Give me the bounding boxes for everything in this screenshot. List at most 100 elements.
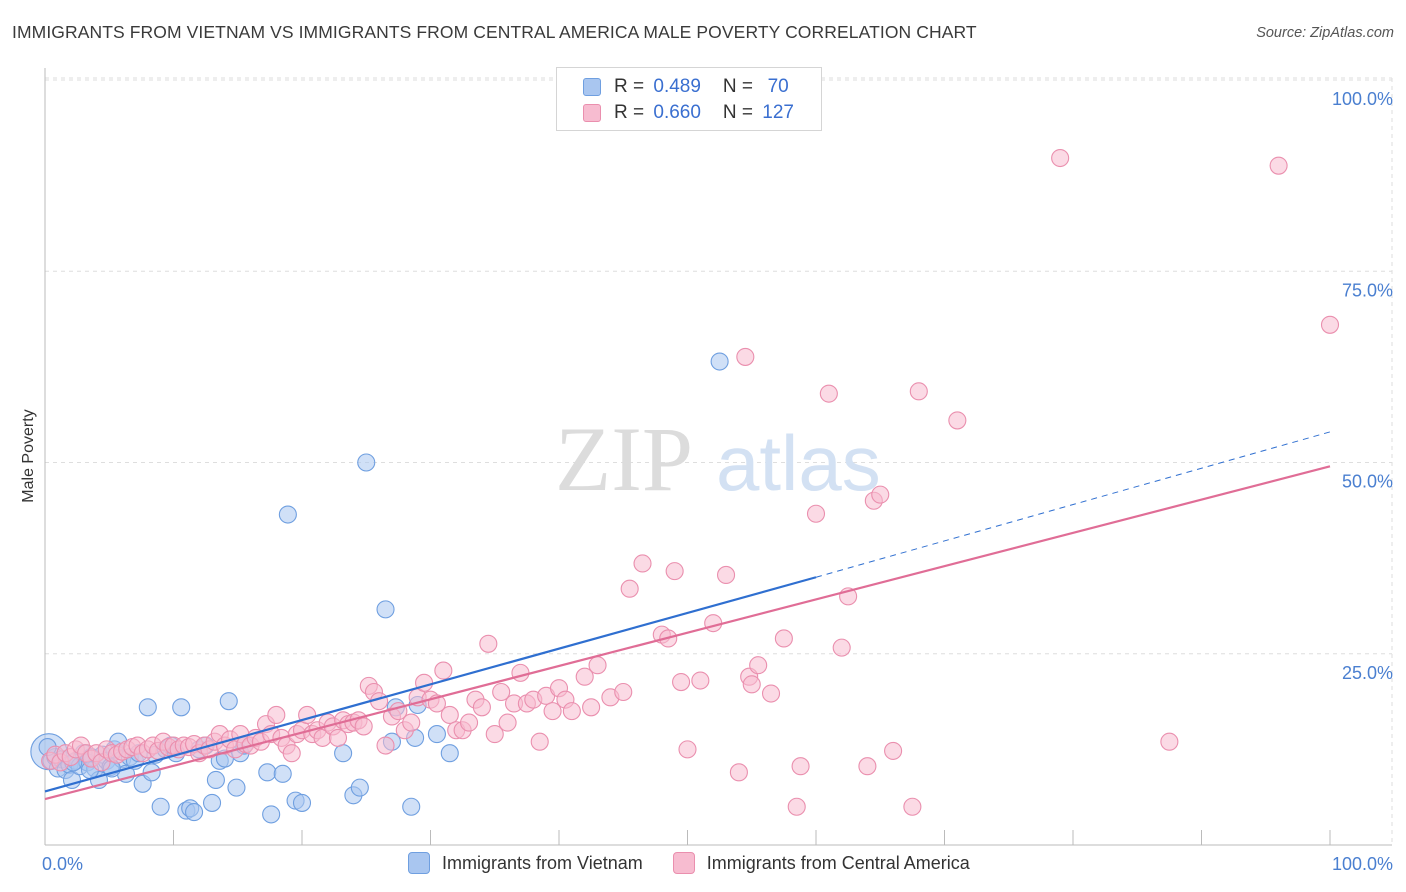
y-axis-label: Male Poverty [20, 409, 37, 502]
legend-swatch-central-america [583, 104, 601, 122]
legend-r-label: R = [614, 102, 650, 123]
point-central-america [614, 682, 633, 702]
axes [44, 68, 1392, 846]
trend-lines [44, 431, 1331, 801]
point-vietnam [350, 778, 369, 797]
point-central-america [909, 382, 928, 401]
point-central-america [282, 744, 301, 763]
legend-r-value: 0.489 [653, 76, 701, 97]
x-tick-label-max: 100.0% [1332, 854, 1393, 874]
point-central-america [948, 411, 967, 430]
point-central-america [328, 728, 348, 747]
point-central-america [530, 732, 549, 751]
point-central-america [884, 741, 903, 760]
legend-n-label: N = [722, 76, 759, 97]
point-vietnam [334, 744, 353, 763]
trend-line-central-america [44, 465, 1331, 801]
legend-n-value: 70 [762, 76, 789, 97]
point-vietnam [427, 725, 446, 744]
point-central-america [749, 656, 768, 675]
trend-line-vietnam-extension [815, 431, 1331, 578]
point-central-america [588, 656, 607, 675]
point-central-america [1160, 732, 1179, 751]
point-central-america [716, 565, 736, 585]
point-central-america [774, 629, 793, 648]
point-vietnam [185, 803, 204, 822]
point-central-america [459, 713, 479, 732]
y-tick-label: 50.0% [1342, 472, 1393, 492]
tick-labels: 25.0% 50.0% 75.0% 100.0% 0.0% 100.0% [42, 89, 1393, 874]
point-central-america [672, 673, 691, 692]
point-central-america [903, 797, 922, 816]
point-central-america [543, 702, 562, 721]
series-legend-item-central-america: Immigrants from Central America [672, 852, 970, 874]
point-vietnam [258, 763, 277, 782]
point-central-america [376, 736, 395, 755]
point-central-america [1051, 148, 1070, 168]
point-vietnam [402, 797, 421, 816]
point-vietnam [151, 797, 170, 816]
point-central-america [575, 667, 594, 686]
point-central-america [1269, 156, 1288, 175]
point-central-america [1320, 315, 1340, 334]
point-central-america [582, 698, 601, 717]
point-central-america [729, 763, 748, 782]
series-label-central-america: Immigrants from Central America [706, 852, 970, 873]
trend-line-vietnam [44, 576, 817, 793]
point-vietnam [710, 352, 729, 371]
series-swatch-vietnam [408, 852, 430, 874]
legend-row-central-america: R = 0.660 N = 127 [583, 101, 794, 125]
point-vietnam [273, 764, 292, 783]
watermark-atlas: atlas [716, 419, 881, 507]
point-central-america [761, 684, 781, 703]
point-vietnam [292, 793, 312, 812]
point-central-america [858, 757, 877, 776]
point-central-america [678, 740, 697, 759]
data-points [30, 148, 1340, 824]
point-central-america [633, 554, 652, 573]
y-tick-label: 75.0% [1342, 280, 1393, 300]
point-central-america [479, 634, 498, 653]
point-central-america [440, 705, 459, 725]
point-central-america [665, 562, 684, 581]
point-central-america [691, 671, 710, 690]
legend-swatch-vietnam [583, 78, 601, 96]
chart-title: IMMIGRANTS FROM VIETNAM VS IMMIGRANTS FR… [12, 22, 977, 42]
point-central-america [791, 757, 810, 776]
series-label-vietnam: Immigrants from Vietnam [442, 852, 643, 873]
point-vietnam [278, 505, 297, 524]
point-central-america [511, 663, 530, 682]
point-central-america [492, 682, 511, 702]
point-central-america [402, 713, 421, 732]
series-legend: Immigrants from Vietnam Immigrants from … [408, 852, 1000, 874]
legend-n-label: N = [722, 102, 759, 123]
legend-r-label: R = [614, 76, 650, 97]
y-tick-label: 25.0% [1342, 663, 1393, 683]
series-legend-item-vietnam: Immigrants from Vietnam [408, 852, 643, 874]
y-tick-label: 100.0% [1332, 89, 1393, 109]
point-central-america [485, 725, 504, 744]
point-vietnam [219, 692, 238, 711]
point-central-america [620, 579, 639, 598]
point-vietnam [206, 770, 225, 790]
point-vietnam [440, 744, 459, 763]
point-central-america [806, 504, 826, 523]
point-central-america [832, 638, 851, 657]
point-central-america [434, 661, 453, 680]
point-central-america [736, 347, 755, 366]
point-vietnam [357, 453, 376, 472]
point-central-america [871, 485, 890, 504]
legend-r-value: 0.660 [653, 102, 701, 123]
point-vietnam [262, 805, 281, 824]
point-central-america [742, 675, 761, 694]
point-central-america [472, 698, 491, 717]
point-vietnam [138, 698, 157, 717]
series-swatch-central-america [672, 852, 695, 874]
point-central-america [787, 797, 806, 816]
point-vietnam [172, 698, 191, 717]
point-central-america [704, 614, 723, 633]
legend-row-vietnam: R = 0.489 N = 70 [583, 75, 789, 99]
point-vietnam [227, 778, 246, 797]
legend-n-value: 127 [762, 102, 794, 123]
